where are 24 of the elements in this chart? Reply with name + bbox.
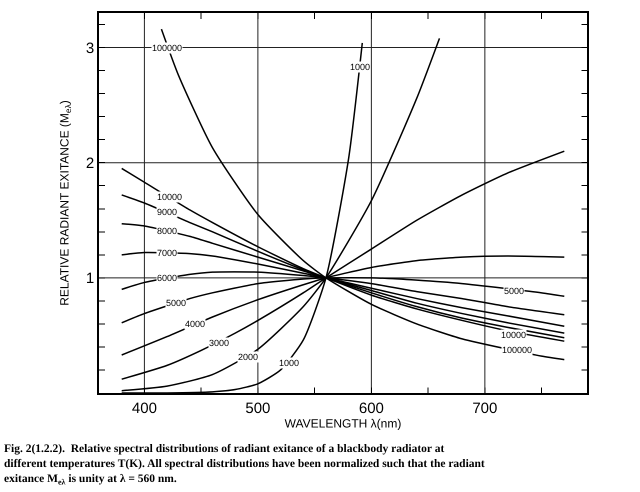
- annotation: 1000: [279, 358, 300, 368]
- annotation: 8000: [157, 226, 178, 236]
- y-tick-label: 2: [86, 154, 94, 172]
- annotation: 6000: [157, 273, 178, 283]
- annotation: 7000: [157, 248, 178, 258]
- caption: Fig. 2(1.2.2). Relative spectral distributions of radiant exitance of a blackbody radiator at different temperatures T(K). All spectral distributions have been normalized such that the radiant exitance M$_{eλ}$ is unity at λ = 560 nm.: [4, 443, 485, 486]
- x-tick-label: 600: [358, 400, 384, 417]
- annotation: 1000: [350, 62, 370, 72]
- annotation: 10000: [157, 192, 182, 202]
- x-tick-label: 400: [132, 400, 157, 417]
- annotation: 2000: [238, 352, 258, 362]
- annotation: 10000: [501, 330, 526, 340]
- annotation: 9000: [157, 207, 178, 217]
- x-tick-label: 500: [245, 400, 270, 417]
- annotation: 4000: [185, 319, 206, 329]
- x-axis-title: WAVELENGTH λ(nm): [284, 416, 402, 431]
- annotation: 100000: [502, 345, 532, 355]
- y-tick-label: 3: [86, 40, 94, 57]
- y-tick-label: 1: [86, 270, 94, 288]
- annotation: 5000: [166, 298, 186, 308]
- annotation: 100000: [152, 43, 182, 53]
- x-tick-label: 700: [472, 400, 498, 417]
- annotation: 5000: [504, 286, 524, 296]
- annotation: 3000: [209, 338, 230, 348]
